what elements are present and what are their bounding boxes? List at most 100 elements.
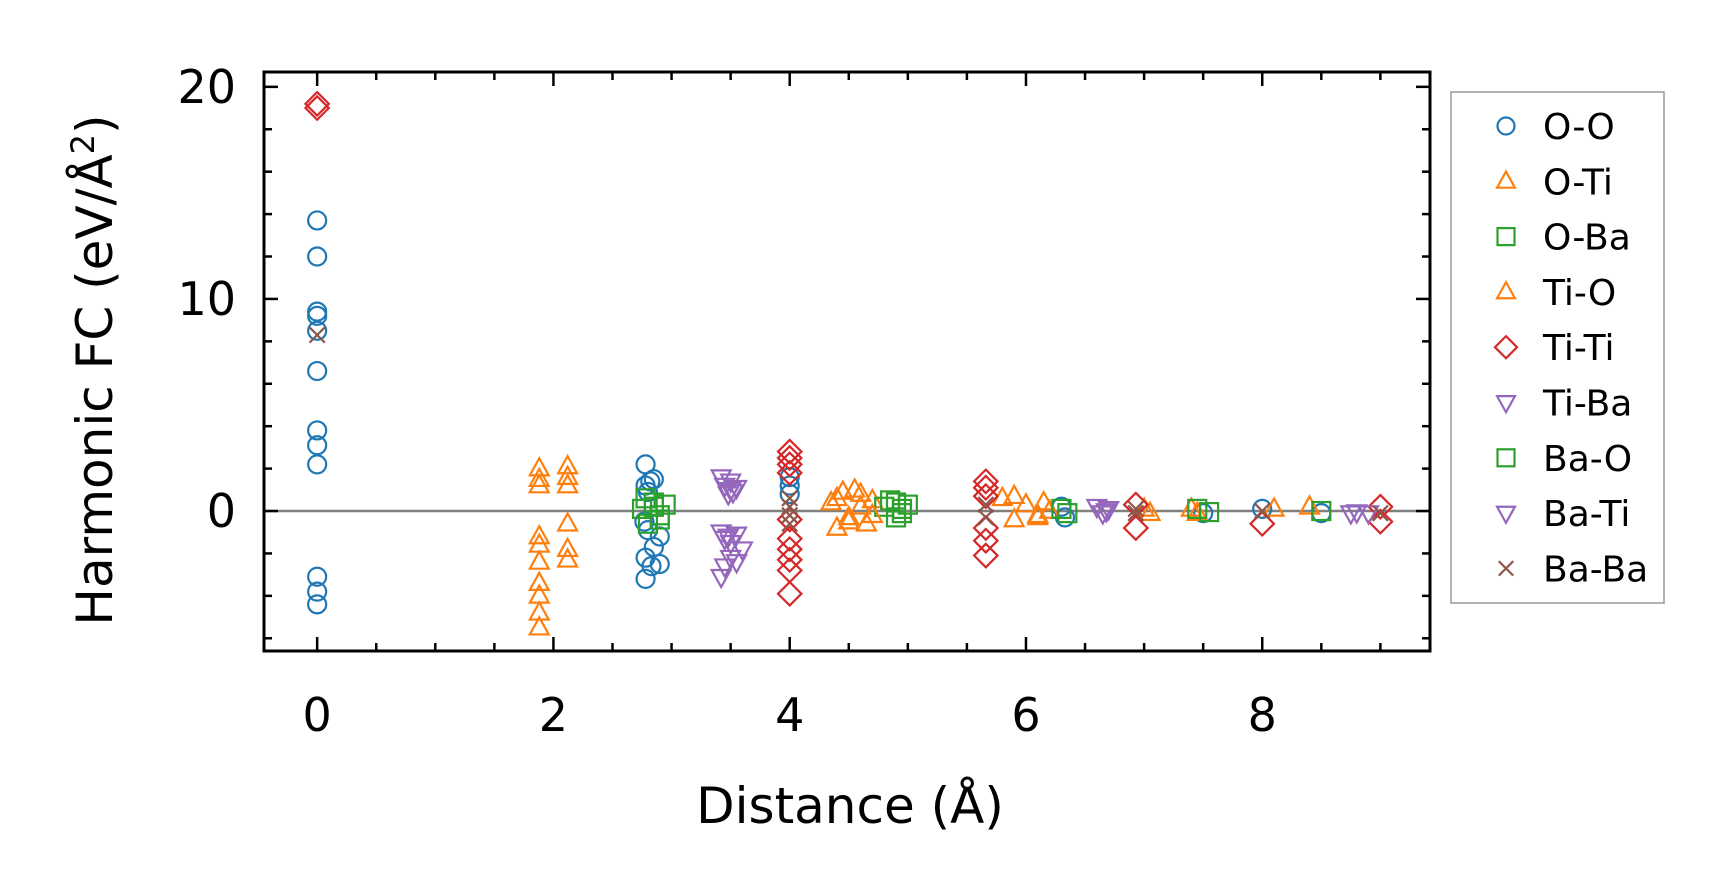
data-point (819, 489, 843, 511)
data-point (1253, 502, 1271, 520)
data-point (776, 451, 803, 478)
data-point (556, 511, 579, 532)
y-axis-label: Harmonic FC (eV/Å2) (64, 114, 124, 625)
data-point (776, 438, 803, 465)
data-point (1298, 494, 1321, 515)
legend-marker (1495, 505, 1517, 526)
data-point (1311, 500, 1332, 522)
legend-label: Ba-O (1543, 439, 1632, 480)
data-point (776, 459, 803, 487)
data-point (725, 554, 748, 575)
data-point (307, 581, 328, 602)
data-point (655, 494, 676, 515)
y-tick-label: 20 (177, 60, 236, 114)
data-point (527, 615, 551, 636)
x-tick-label: 0 (303, 688, 332, 742)
data-point (825, 485, 849, 507)
data-point (1138, 500, 1162, 521)
data-point (781, 515, 799, 533)
legend-item-ti-o: Ti-O (1495, 273, 1616, 314)
legend-item-ba-ti: Ba-Ti (1495, 494, 1630, 535)
data-point (527, 472, 551, 494)
x-tick-label: 6 (1011, 688, 1040, 742)
data-point (307, 301, 328, 322)
data-point (1248, 510, 1276, 538)
legend-label: O-Ti (1543, 162, 1613, 203)
legend-item-o-ba: O-Ba (1496, 218, 1631, 259)
series-ba-ba (308, 326, 1389, 533)
data-point (556, 464, 579, 485)
data-point (1185, 500, 1209, 521)
data-point (1187, 498, 1208, 520)
data-point (1038, 498, 1061, 519)
data-point (776, 525, 803, 552)
data-point (1002, 483, 1026, 505)
series-ti-ba (709, 469, 1380, 590)
data-point (972, 482, 1000, 510)
axis-tick-labels: 0 2 4 6 8 0 10 20 (177, 60, 1276, 742)
legend-label: O-Ba (1543, 218, 1631, 259)
legend-marker (1496, 227, 1516, 247)
data-points (303, 90, 1394, 636)
data-point (1198, 501, 1220, 523)
x-tick-label: 2 (539, 688, 568, 742)
data-point (649, 553, 670, 575)
data-point (1127, 504, 1145, 522)
data-point (781, 498, 799, 516)
data-point (643, 496, 664, 517)
y-axis-label-main: Harmonic FC (eV/Å (66, 154, 124, 625)
series-ba-o (643, 492, 913, 530)
data-point (307, 566, 328, 587)
legend-label: Ti-O (1542, 273, 1616, 314)
data-point (1122, 514, 1150, 542)
data-point (307, 454, 328, 475)
legend-label: O-O (1543, 107, 1615, 148)
data-point (641, 556, 662, 577)
legend-item-ba-o: Ba-O (1496, 439, 1632, 480)
series-ti-o (825, 481, 1050, 530)
legend: O-O O-Ti O-Ba Ti-O Ti-Ti Ti-Ba Ba-O Ba-Ti Ba-Ba (1450, 91, 1665, 604)
data-point (977, 496, 995, 514)
data-point (713, 558, 737, 579)
legend-label: Ti-Ti (1542, 328, 1614, 369)
data-point (776, 506, 803, 533)
data-point (891, 503, 913, 524)
data-point (1262, 496, 1286, 517)
legend-item-ti-ba: Ti-Ba (1495, 384, 1632, 425)
data-point (776, 546, 803, 574)
data-point (972, 542, 1000, 569)
data-point (725, 479, 748, 501)
data-point (1367, 493, 1394, 521)
data-point (307, 246, 328, 267)
data-point (861, 502, 884, 524)
data-point (307, 320, 328, 341)
data-point (307, 210, 328, 231)
data-point (527, 570, 551, 591)
legend-marker (1496, 448, 1516, 468)
data-point (556, 472, 579, 494)
data-point (1051, 498, 1072, 520)
legend-box (1450, 91, 1665, 604)
legend-marker (1496, 116, 1516, 136)
data-point (972, 474, 1000, 501)
axis-ticks (264, 72, 1430, 651)
series-o-o (307, 210, 1332, 615)
data-point (1057, 503, 1078, 524)
data-point (719, 481, 742, 503)
data-point (527, 549, 551, 570)
data-point (556, 547, 579, 568)
data-point (781, 506, 799, 524)
legend-label: Ba-Ba (1543, 549, 1648, 590)
data-point (527, 583, 551, 604)
legend-marker (1493, 334, 1519, 360)
data-point (781, 489, 799, 507)
legend-item-ti-ti: Ti-Ti (1493, 328, 1614, 369)
series-ba-ti (716, 481, 1369, 550)
data-point (1371, 504, 1389, 522)
data-point (1127, 500, 1145, 518)
data-point (307, 594, 328, 615)
data-point (303, 94, 331, 122)
data-point (527, 466, 551, 488)
data-point (1026, 504, 1050, 526)
data-point (556, 536, 579, 558)
